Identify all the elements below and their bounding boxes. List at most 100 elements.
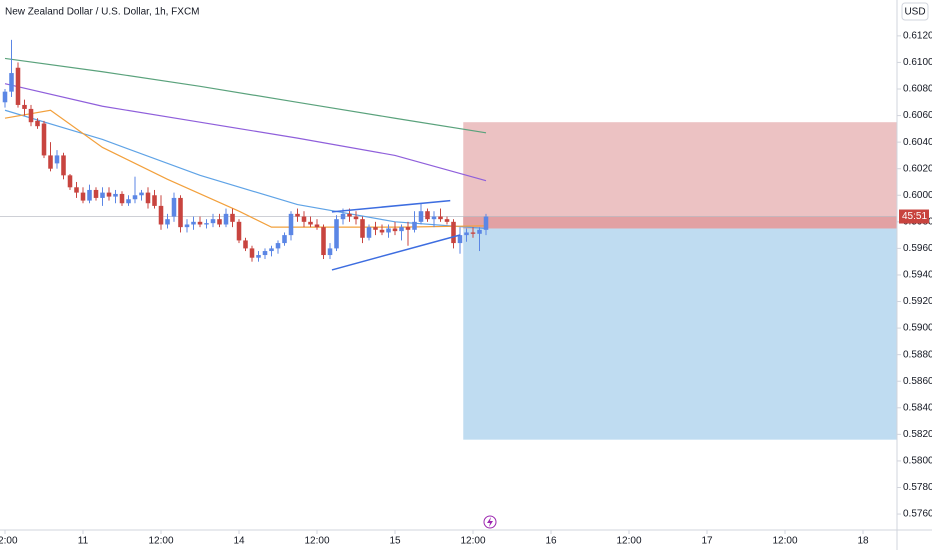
candle-body (386, 228, 391, 233)
candle-body (100, 192, 105, 198)
x-tick-label: 14 (233, 536, 245, 547)
candle-body (431, 216, 437, 220)
candle-body (67, 175, 73, 188)
candle-body (256, 255, 261, 258)
candle-body (230, 213, 235, 222)
x-tick-label: 12:00 (148, 536, 173, 547)
candle-body (9, 73, 14, 92)
x-tick-label: 12:00 (772, 536, 797, 547)
x-tick-label: 12:00 (304, 536, 329, 547)
candle-body (15, 67, 21, 105)
moving-average (4, 83, 487, 182)
stop-zone (463, 122, 897, 229)
countdown-box (899, 209, 929, 224)
candle-body (301, 216, 307, 222)
candle-body (28, 108, 34, 123)
candle-body (171, 197, 177, 217)
candle-body (2, 91, 8, 103)
candle-body (145, 192, 151, 204)
open-pnl-band (463, 216, 897, 229)
candle-body (334, 219, 339, 249)
candle-body (483, 216, 489, 230)
candle-body (54, 155, 60, 164)
candle-body (223, 213, 229, 225)
candle-body (340, 213, 346, 220)
y-tick-label: 0.57600 (903, 509, 932, 520)
candle-body (210, 219, 216, 224)
candle-body (236, 221, 242, 241)
x-tick-label: 12:00 (460, 536, 485, 547)
candle-body (243, 240, 248, 249)
currency-label[interactable]: USD (904, 7, 925, 18)
candle-body (438, 216, 443, 220)
candle-body (178, 197, 183, 228)
candle-body (152, 195, 157, 206)
candle-body (464, 232, 469, 236)
candle-body (405, 227, 411, 230)
candle-body (379, 229, 385, 233)
candle-body (87, 189, 92, 201)
candle-body (113, 193, 118, 197)
candle-body (80, 192, 86, 201)
candle-body (457, 235, 463, 244)
candle-body (191, 221, 196, 225)
candle-body (41, 123, 47, 156)
candle-body (126, 199, 131, 204)
candle-body (327, 248, 333, 256)
candle-body (392, 228, 398, 232)
target-zone (463, 228, 897, 440)
candle-body (360, 219, 365, 238)
candle-body (35, 120, 40, 127)
candle-body (418, 211, 424, 222)
currency-box[interactable] (901, 2, 929, 21)
moving-average (4, 109, 487, 230)
candle-body (165, 219, 170, 225)
candle-body (93, 189, 99, 198)
candle-body (366, 227, 372, 238)
candle-body (22, 104, 27, 109)
candle-body (477, 229, 482, 234)
candle-body (321, 227, 326, 256)
candle-body (119, 193, 125, 204)
candle-body (217, 219, 222, 225)
candle-body (288, 213, 294, 236)
candle-body (132, 195, 138, 200)
candle-body (412, 221, 417, 230)
candle-body (282, 235, 287, 244)
candle-body (106, 192, 112, 197)
x-tick-label: 12:00 (616, 536, 641, 547)
plot-area (0, 39, 897, 440)
candle-body (470, 232, 476, 234)
x-tick-label: 18 (857, 536, 869, 547)
candle-body (373, 227, 378, 230)
candle-body (74, 187, 79, 193)
event-bolt (487, 517, 493, 527)
candle-body (314, 224, 320, 228)
x-tick-label: 12:00 (0, 536, 18, 547)
candle-body (139, 192, 144, 196)
candle-body (249, 248, 255, 258)
chart-title: New Zealand Dollar / U.S. Dollar, 1h, FX… (5, 7, 200, 18)
candle-body (184, 224, 190, 228)
trendline (331, 234, 461, 271)
candle-body (269, 248, 274, 252)
x-tick-label: 11 (78, 536, 89, 547)
candle-body (275, 243, 281, 249)
candle-body (399, 227, 404, 232)
countdown-label: 45:51 (902, 211, 927, 222)
candle-body (204, 223, 209, 225)
candle-body (425, 211, 430, 220)
